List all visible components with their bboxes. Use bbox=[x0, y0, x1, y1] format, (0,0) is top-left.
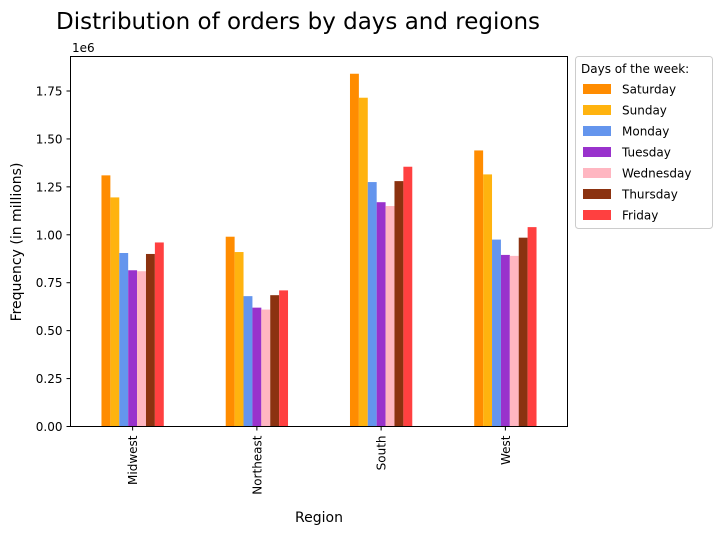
bar-midwest-sunday bbox=[110, 197, 120, 427]
x-tick-label: West bbox=[499, 435, 513, 465]
x-axis-label: Region bbox=[295, 510, 343, 526]
legend-swatch-wednesday bbox=[583, 168, 611, 178]
legend-swatch-friday bbox=[583, 210, 611, 220]
bar-midwest-wednesday bbox=[137, 271, 146, 427]
y-tick-label: 0.50 bbox=[36, 324, 63, 338]
bar-south-thursday bbox=[394, 181, 404, 427]
legend-label-tuesday: Tuesday bbox=[621, 146, 671, 160]
legend-swatch-tuesday bbox=[583, 147, 611, 157]
x-tick-label: South bbox=[375, 436, 389, 471]
y-axis: 0.00 0.25 0.50 0.75 1.00 1.25 1.50 1.75 bbox=[36, 85, 71, 434]
legend-label-thursday: Thursday bbox=[621, 188, 678, 202]
bar-midwest-tuesday bbox=[128, 270, 138, 427]
bar-northeast-thursday bbox=[270, 295, 280, 427]
y-offset-label: 1e6 bbox=[72, 41, 95, 55]
bar-south-sunday bbox=[358, 97, 368, 427]
bar-northeast-tuesday bbox=[252, 307, 262, 427]
legend-label-sunday: Sunday bbox=[622, 104, 667, 118]
bar-west-thursday bbox=[518, 237, 528, 427]
legend-title: Days of the week: bbox=[581, 62, 689, 76]
y-tick-label: 0.00 bbox=[36, 420, 63, 434]
bar-northeast-friday bbox=[279, 290, 289, 427]
chart-title: Distribution of orders by days and regio… bbox=[56, 9, 540, 35]
legend-swatch-saturday bbox=[583, 84, 611, 94]
legend-swatch-monday bbox=[583, 126, 611, 136]
bar-west-wednesday bbox=[509, 255, 519, 427]
y-tick-label: 0.25 bbox=[36, 372, 63, 386]
legend-box bbox=[575, 56, 713, 229]
bar-west-friday bbox=[527, 227, 537, 427]
bar-west-monday bbox=[492, 239, 501, 427]
bar-south-monday bbox=[367, 182, 377, 427]
legend-label-saturday: Saturday bbox=[622, 83, 676, 97]
bar-west-saturday bbox=[474, 150, 484, 427]
bar-west-tuesday bbox=[500, 254, 510, 427]
bar-midwest-thursday bbox=[145, 253, 155, 427]
y-tick-label: 1.00 bbox=[36, 228, 63, 242]
y-tick-label: 1.25 bbox=[36, 180, 63, 194]
bar-south-wednesday bbox=[385, 206, 395, 427]
bar-northeast-wednesday bbox=[261, 309, 271, 427]
legend: Days of the week: Saturday Sunday Monday Tue… bbox=[575, 56, 713, 229]
bar-midwest-monday bbox=[119, 253, 129, 427]
x-axis: Midwest Northeast South West bbox=[126, 426, 513, 495]
x-tick-label: Northeast bbox=[250, 435, 264, 495]
y-tick-label: 1.75 bbox=[36, 85, 63, 99]
bar-northeast-monday bbox=[243, 296, 253, 427]
bar-northeast-sunday bbox=[234, 252, 244, 427]
bar-south-friday bbox=[403, 166, 413, 427]
y-axis-label: Frequency (in millions) bbox=[9, 163, 25, 322]
legend-label-monday: Monday bbox=[622, 125, 669, 139]
bar-south-saturday bbox=[349, 73, 359, 427]
plot-frame bbox=[70, 56, 568, 427]
bar-south-tuesday bbox=[376, 202, 386, 427]
x-tick-label: Midwest bbox=[126, 435, 140, 485]
bar-midwest-saturday bbox=[101, 175, 111, 427]
bars-group bbox=[101, 73, 537, 427]
bar-west-sunday bbox=[483, 174, 493, 427]
legend-label-wednesday: Wednesday bbox=[622, 167, 691, 181]
legend-swatch-sunday bbox=[583, 105, 611, 115]
legend-label-friday: Friday bbox=[622, 209, 658, 223]
bar-midwest-friday bbox=[154, 242, 164, 427]
y-tick-label: 0.75 bbox=[36, 276, 63, 290]
bar-northeast-saturday bbox=[225, 236, 235, 427]
legend-swatch-thursday bbox=[583, 189, 611, 199]
y-tick-label: 1.50 bbox=[36, 132, 63, 146]
